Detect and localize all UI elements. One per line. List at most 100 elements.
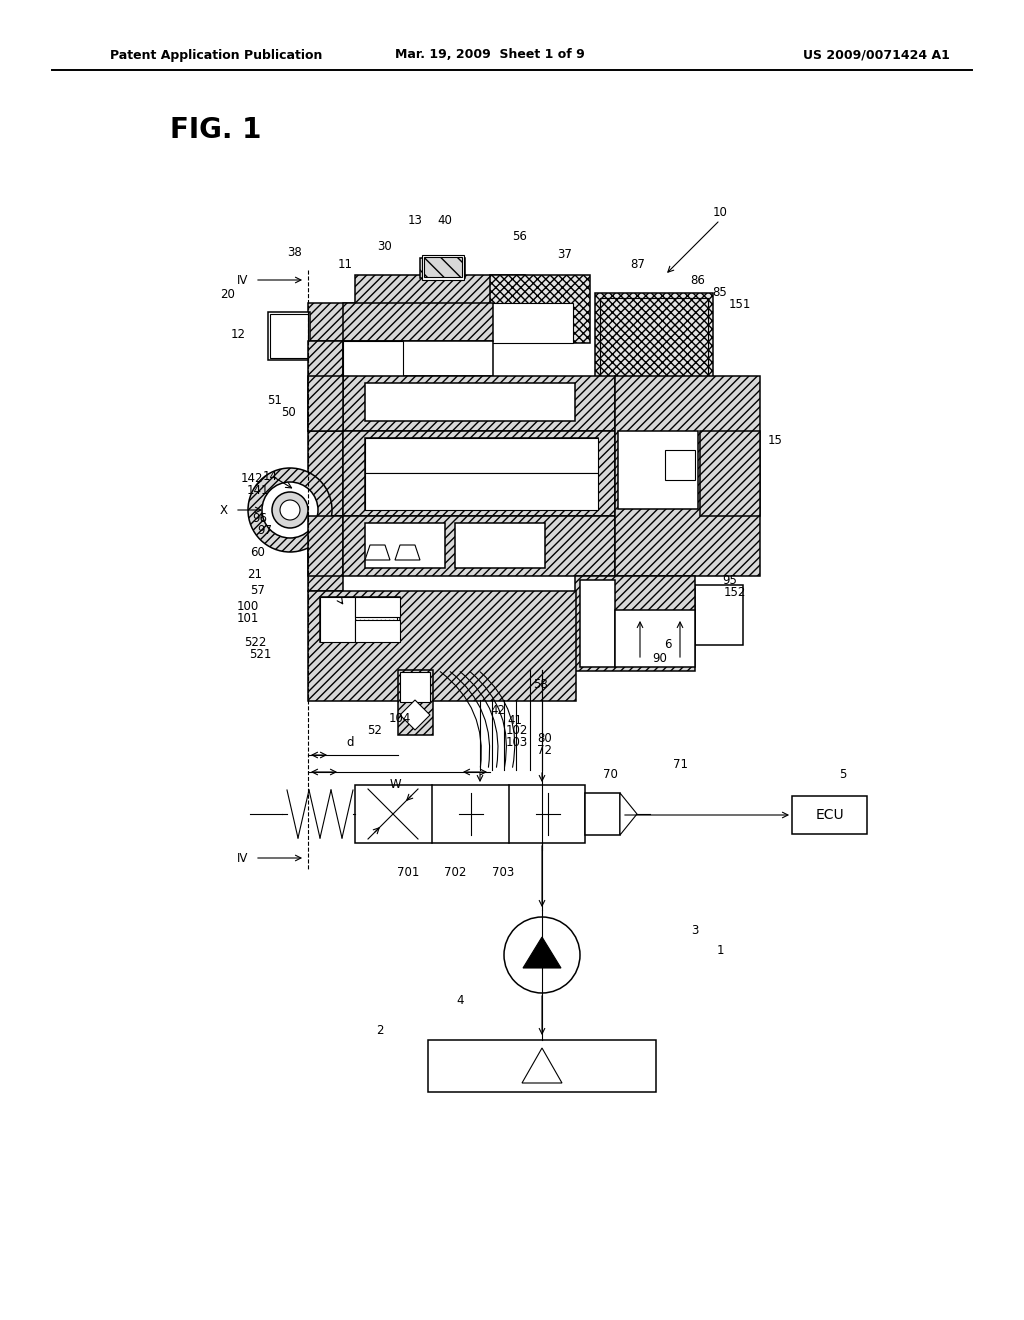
Text: 96: 96 [253,511,267,524]
Bar [268,312,310,360]
Text: IV: IV [237,273,248,286]
Text: 21: 21 [248,569,262,582]
Text: 37: 37 [557,248,572,261]
Text: 151: 151 [729,298,752,312]
Bar [400,672,430,702]
Bar [355,597,400,616]
Bar [700,432,760,516]
Text: 60: 60 [251,546,265,560]
Circle shape [262,482,318,539]
Text: 6: 6 [665,639,672,652]
Text: 11: 11 [338,259,352,272]
Text: 141: 141 [247,483,269,496]
Bar [792,796,867,834]
Bar [455,523,545,568]
Text: 2: 2 [376,1023,384,1036]
Bar [615,585,695,645]
Text: 101: 101 [237,612,259,626]
Text: 30: 30 [378,240,392,253]
Polygon shape [522,1048,562,1082]
Text: 10: 10 [713,206,727,219]
Text: X: X [220,503,228,516]
Bar [428,1040,656,1092]
Text: 702: 702 [443,866,466,879]
Circle shape [272,492,308,528]
Bar [308,432,343,516]
Bar [424,257,462,277]
Bar [420,257,465,279]
Text: FIG. 1: FIG. 1 [170,116,261,144]
Text: 95: 95 [723,573,737,586]
Polygon shape [395,545,420,560]
Text: 42: 42 [490,704,506,717]
Text: 152: 152 [724,586,746,599]
Bar [422,255,464,280]
Bar [490,275,590,343]
Bar [575,576,695,671]
Text: 521: 521 [249,648,271,661]
Bar [580,579,615,667]
Text: 40: 40 [437,214,453,227]
Text: 85: 85 [713,286,727,300]
Bar [355,620,400,642]
Text: 14: 14 [262,470,278,483]
Polygon shape [523,937,561,968]
Text: 72: 72 [538,743,553,756]
Bar [308,591,575,701]
Text: 51: 51 [267,393,283,407]
Text: US 2009/0071424 A1: US 2009/0071424 A1 [803,49,950,62]
Text: 15: 15 [768,433,782,446]
Bar [398,671,433,735]
Text: 57: 57 [251,583,265,597]
Text: 38: 38 [288,247,302,260]
Bar [355,275,525,305]
Bar [308,341,343,432]
Bar [308,516,343,576]
Text: 703: 703 [492,866,514,879]
Text: 71: 71 [673,759,687,771]
Text: Mar. 19, 2009  Sheet 1 of 9: Mar. 19, 2009 Sheet 1 of 9 [395,49,585,62]
Circle shape [248,469,332,552]
Bar [325,601,397,638]
Text: 3: 3 [691,924,698,936]
Text: 87: 87 [631,257,645,271]
Text: 13: 13 [408,214,423,227]
Bar [365,438,598,510]
Text: 20: 20 [220,289,236,301]
Text: 52: 52 [368,723,382,737]
Bar [343,304,493,341]
Bar [618,432,698,510]
Text: 701: 701 [397,866,419,879]
Bar [600,298,708,378]
Circle shape [280,500,300,520]
Text: 90: 90 [652,652,668,664]
Text: W: W [389,777,400,791]
Text: 103: 103 [506,735,528,748]
Bar [365,438,598,473]
Bar [665,450,695,480]
Bar [365,473,598,510]
Text: 97: 97 [257,524,272,536]
Bar [365,383,575,421]
Bar [308,516,343,591]
Bar [355,785,585,843]
Text: 50: 50 [281,407,295,420]
Text: 142: 142 [241,471,263,484]
Circle shape [504,917,580,993]
Bar [595,293,713,383]
Bar [319,597,355,642]
Bar [343,341,403,376]
Polygon shape [400,700,430,730]
Polygon shape [365,545,390,560]
Bar [600,298,708,378]
Bar [308,304,573,341]
Bar [490,304,573,343]
Polygon shape [620,793,637,836]
Bar [343,516,615,576]
Text: 58: 58 [532,678,548,692]
Text: IV: IV [237,851,248,865]
Bar [270,314,308,358]
Bar [343,341,493,376]
Text: 12: 12 [230,329,246,342]
Text: d: d [346,737,353,750]
